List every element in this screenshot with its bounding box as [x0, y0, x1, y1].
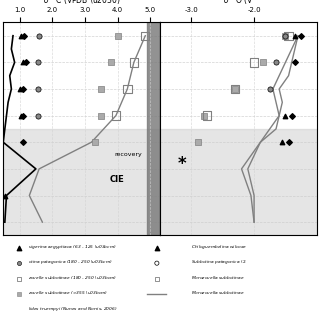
- Point: [20, 113, 25, 118]
- Point: [2, 193, 7, 198]
- Point: [23, 60, 28, 65]
- Bar: [3, 129, 160, 236]
- Text: $\it{z}$ovelle subbotinae (>355 \u03bcm): $\it{z}$ovelle subbotinae (>355 \u03bcm): [28, 290, 108, 296]
- Point: [35, 60, 40, 65]
- Point: [115, 33, 120, 38]
- Point: [92, 140, 97, 145]
- Point: [252, 60, 257, 65]
- Point: [292, 33, 297, 38]
- Text: $\it{l}$ides truempyi (Nunes and Norris, 2006): $\it{l}$ides truempyi (Nunes and Norris,…: [28, 305, 118, 313]
- Point: [20, 140, 25, 145]
- Point: [17, 86, 22, 92]
- Bar: [147, 22, 160, 236]
- Text: $\it{Morozovella\ subbotinae}$: $\it{Morozovella\ subbotinae}$: [191, 290, 245, 296]
- Point: [233, 86, 238, 92]
- Text: CIE: CIE: [109, 175, 124, 184]
- Point: [283, 113, 288, 118]
- Point: [35, 86, 40, 92]
- Point: [108, 60, 114, 65]
- Bar: [160, 129, 317, 236]
- Point: [19, 33, 24, 38]
- Text: $\it{z}$ovelle subbotinae (180 - 250 \u03bcm): $\it{z}$ovelle subbotinae (180 - 250 \u0…: [28, 274, 117, 281]
- Text: $\it{Chiloguembelina\ wilcoxe}$: $\it{Chiloguembelina\ wilcoxe}$: [191, 243, 248, 251]
- Point: [300, 101, 305, 106]
- Point: [283, 33, 288, 38]
- Point: [36, 33, 42, 38]
- X-axis label: $\delta^{13}$C (VPDB \u2030): $\delta^{13}$C (VPDB \u2030): [43, 0, 120, 7]
- Point: [125, 86, 130, 92]
- Point: [204, 113, 210, 118]
- Point: [267, 86, 272, 92]
- Point: [201, 113, 206, 118]
- Text: $\it{Subbotina\ patagonica}$ (2: $\it{Subbotina\ patagonica}$ (2: [191, 258, 247, 266]
- Point: [289, 113, 294, 118]
- Point: [283, 33, 288, 38]
- Point: [99, 86, 104, 92]
- Text: $\it{Morozovella\ subbotinae}$: $\it{Morozovella\ subbotinae}$: [191, 274, 245, 281]
- Point: [20, 60, 25, 65]
- Point: [233, 86, 238, 92]
- Point: [99, 113, 104, 118]
- Point: [195, 140, 200, 145]
- Point: [22, 33, 27, 38]
- Point: [131, 60, 136, 65]
- Text: *: *: [178, 155, 186, 173]
- Point: [280, 140, 285, 145]
- Point: [261, 60, 266, 65]
- Point: [35, 113, 40, 118]
- Point: [19, 113, 24, 118]
- X-axis label: $\delta^{18}$O (V: $\delta^{18}$O (V: [223, 0, 254, 7]
- Point: [143, 33, 148, 38]
- Point: [292, 60, 297, 65]
- Text: $\it{v}$igerina aegyptiaca (63 - 125 \u03bcm): $\it{v}$igerina aegyptiaca (63 - 125 \u0…: [28, 243, 117, 251]
- Point: [113, 113, 118, 118]
- Point: [274, 60, 279, 65]
- Text: recovery: recovery: [114, 152, 142, 156]
- Point: [299, 33, 304, 38]
- Point: [20, 86, 25, 92]
- Point: [286, 140, 291, 145]
- Point: [286, 33, 291, 38]
- Text: $\it{o}$tina patagonica (180 - 250 \u03bcm): $\it{o}$tina patagonica (180 - 250 \u03b…: [28, 258, 113, 266]
